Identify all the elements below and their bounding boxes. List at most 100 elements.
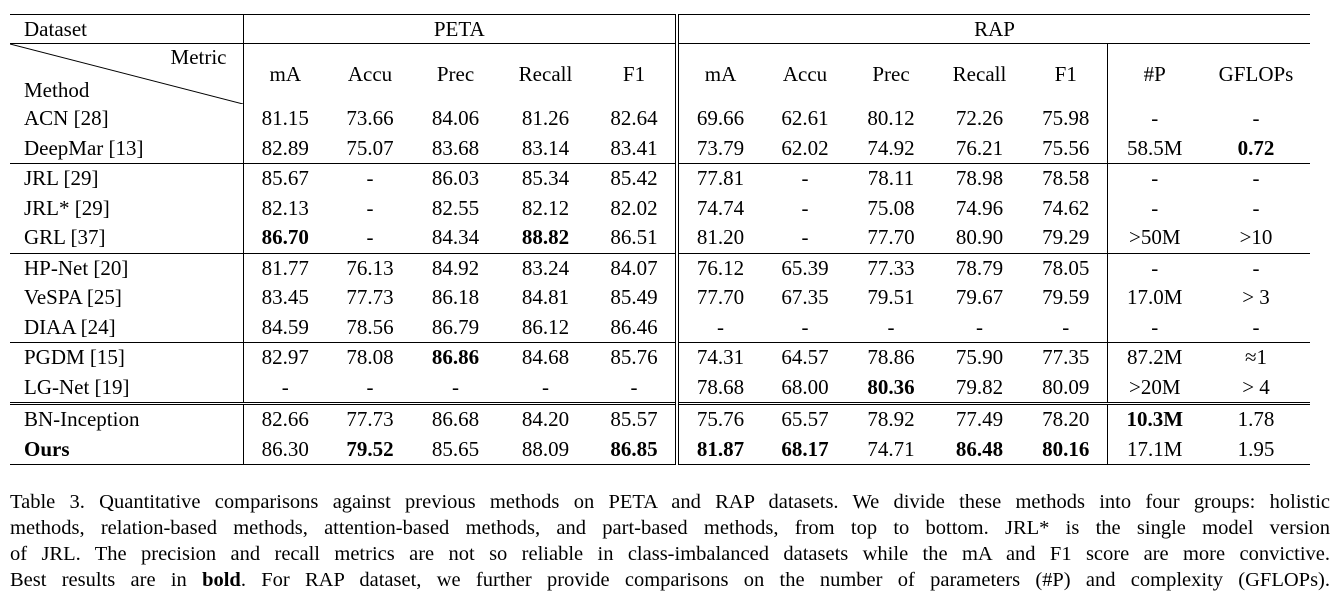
table-row: VeSPA [25] 83.45 77.73 86.18 84.81 85.49 77.70… (10, 283, 1310, 313)
peta-cell: 84.06 (431, 106, 480, 131)
table-row: BN-Inception 82.66 77.73 86.68 84.20 85.57 75.… (10, 402, 1310, 435)
peta-cell: 86.12 (521, 314, 570, 339)
rap-cell: 79.82 (955, 374, 1004, 399)
peta-cell: 84.59 (242, 312, 327, 343)
method-name: LG-Net [19] (24, 374, 130, 399)
rap-cell: 74.62 (1042, 195, 1090, 220)
peta-cell: - (366, 225, 374, 250)
peta-cell: 82.13 (242, 193, 327, 223)
rap-cell: - (1202, 163, 1310, 194)
rap-cell: 78.20 (1025, 402, 1107, 435)
rap-cell: 78.79 (934, 252, 1025, 283)
peta-cell: 76.13 (327, 252, 413, 283)
rap-cell: 17.1M (1106, 434, 1202, 465)
peta-cell: - (242, 372, 327, 404)
rap-cell: 81.87 (675, 434, 762, 465)
peta-cell: 84.81 (521, 285, 570, 310)
rap-cell: 75.76 (675, 402, 762, 435)
peta-cell: 84.68 (498, 342, 593, 373)
rap-cell: - (1252, 106, 1260, 131)
rap-cell: 17.0M (1106, 283, 1202, 313)
table-row: HP-Net [20] 81.77 76.13 84.92 83.24 84.07 76.1… (10, 252, 1310, 283)
rap-cell: 78.86 (848, 342, 934, 373)
method-name: DIAA [24] (24, 314, 116, 339)
rap-cell: ≈1 (1202, 342, 1310, 373)
peta-cell: 86.68 (413, 402, 498, 435)
table-row: JRL [29] 85.67-86.03 85.34 85.42 77.81-78.11… (10, 163, 1310, 194)
peta-cell: 86.46 (610, 314, 658, 339)
peta-cell: - (542, 374, 549, 399)
method-name: HP-Net [20] (10, 252, 243, 283)
rap-cell: 69.66 (675, 104, 762, 134)
peta-metric-header: Recall (498, 43, 593, 104)
rap-cell: 76.21 (955, 135, 1004, 160)
peta-cell: 83.45 (242, 283, 327, 313)
rap-cell: 74.31 (675, 342, 762, 373)
rap-cell: 77.70 (675, 283, 762, 313)
rap-cell: 78.98 (934, 163, 1025, 194)
peta-header: PETA (242, 14, 677, 44)
rap-cell: - (976, 314, 983, 339)
peta-cell: 78.56 (346, 314, 394, 339)
rap-metric-header: Prec (848, 43, 934, 104)
peta-cell: 85.49 (610, 285, 658, 310)
peta-cell: 83.41 (610, 135, 658, 160)
rap-cell: 68.00 (781, 374, 829, 399)
rap-cell: - (1252, 195, 1260, 220)
rap-cell: 76.12 (675, 252, 762, 283)
rap-cell: 74.71 (848, 434, 934, 465)
table-row: Ours 86.30 79.52 85.65 88.09 86.85 81.87 68.17 7… (10, 434, 1310, 465)
peta-cell: - (630, 374, 638, 399)
rap-cell: 77.35 (1025, 342, 1107, 373)
rap-cell: 80.36 (867, 374, 915, 399)
peta-cell: 85.67 (242, 163, 327, 194)
rap-cell: 78.11 (848, 163, 934, 194)
peta-cell: 83.24 (498, 252, 593, 283)
rap-cell: 80.90 (955, 225, 1004, 250)
rap-cell: 65.57 (762, 402, 848, 435)
peta-cell: 84.20 (498, 402, 593, 435)
peta-cell: 86.86 (413, 342, 498, 373)
rap-cell: 77.33 (848, 252, 934, 283)
rap-cell: >50M (1106, 223, 1202, 253)
rap-cell: 62.61 (781, 106, 829, 131)
table-row: GRL [37] 86.70 - 84.34 88.82 86.51 81.20 - 77.70… (10, 223, 1310, 253)
rap-cell: 72.26 (955, 106, 1004, 131)
rap-cell: 68.17 (762, 434, 848, 465)
rap-cell: - (762, 163, 848, 194)
peta-cell: 81.26 (521, 106, 570, 131)
method-name: GRL [37] (24, 225, 106, 250)
metric-method-diagonal-cell: Metric Method (10, 43, 243, 104)
peta-cell: 85.65 (413, 434, 498, 465)
peta-cell: - (452, 374, 459, 399)
rap-cell: - (1106, 163, 1202, 194)
rap-metric-header: F1 (1025, 43, 1107, 104)
rap-cell: 73.79 (675, 133, 762, 164)
peta-cell: 83.14 (521, 135, 570, 160)
rap-cell: 79.29 (1042, 225, 1090, 250)
method-name: DeepMar [13] (24, 135, 144, 160)
table-caption: Table 3. Quantitative comparisons agains… (10, 489, 1330, 593)
table-row: DIAA [24] 84.59 78.56 86.79 86.12 86.46- - - - - -… (10, 312, 1310, 343)
rap-cell: 81.20 (675, 223, 762, 253)
peta-cell: 86.70 (242, 223, 327, 253)
rap-cell: 87.2M (1106, 342, 1202, 373)
rap-metric-header: #P (1106, 43, 1202, 104)
rap-cell: 75.90 (934, 342, 1025, 373)
rap-metric-header: GFLOPs (1202, 43, 1310, 104)
peta-cell: 86.51 (610, 225, 658, 250)
diagonal-divider (10, 44, 243, 104)
peta-cell: 85.34 (498, 163, 593, 194)
rap-cell: 10.3M (1106, 402, 1202, 435)
peta-cell: 79.52 (327, 434, 413, 465)
rap-cell: - (801, 195, 809, 220)
peta-metric-header: Prec (413, 43, 498, 104)
rap-cell: 78.92 (848, 402, 934, 435)
rap-cell: 77.49 (934, 402, 1025, 435)
method-name: VeSPA [25] (24, 285, 122, 310)
peta-cell: 86.03 (413, 163, 498, 194)
peta-cell: - (327, 163, 413, 194)
caption-line: of JRL. The precision and recall metrics… (10, 543, 1330, 565)
rap-cell: - (1252, 314, 1260, 339)
rap-cell: - (801, 314, 809, 339)
